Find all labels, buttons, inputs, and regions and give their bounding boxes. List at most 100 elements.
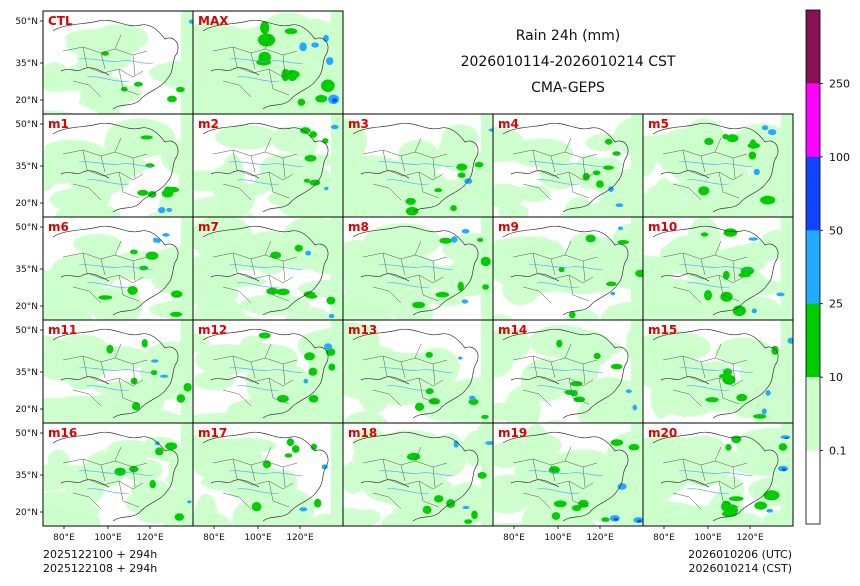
- rain-area-very-heavy: [613, 517, 619, 521]
- panel-label: m2: [198, 117, 219, 131]
- lat-tick-label: 50°N: [15, 326, 38, 336]
- lat-tick-label: 35°N: [15, 368, 38, 378]
- rain-area-moderate: [121, 86, 128, 92]
- rain-area-light: [493, 314, 514, 320]
- rain-area-light: [781, 320, 793, 423]
- rain-area-moderate: [309, 131, 318, 138]
- rain-area-heavy: [324, 186, 329, 191]
- rain-area-moderate: [303, 178, 311, 183]
- colorbar-level-label: 0.1: [829, 445, 847, 458]
- lon-tick-label: 80°E: [53, 533, 75, 543]
- map-panel-m1: m1: [42, 113, 194, 218]
- rain-field: [193, 423, 343, 526]
- rain-area-moderate: [145, 163, 155, 168]
- rain-area-light: [181, 217, 193, 320]
- province-borders: [212, 343, 298, 407]
- rain-field: [193, 114, 343, 217]
- colorbar-bin: [806, 156, 820, 231]
- rain-area-light: [365, 251, 400, 286]
- rain-area-light: [481, 114, 493, 217]
- rain-area-heavy: [160, 374, 169, 378]
- coastline: [652, 225, 779, 316]
- rain-area-moderate: [760, 195, 776, 205]
- coastline: [52, 19, 179, 110]
- panel-label: MAX: [198, 14, 229, 28]
- province-borders: [62, 34, 148, 98]
- rain-area-moderate: [428, 398, 441, 405]
- map-panel-m13: m13: [342, 319, 494, 424]
- rain-area-moderate: [753, 414, 767, 419]
- panel-label: m19: [498, 426, 527, 440]
- rain-area-moderate: [592, 170, 601, 176]
- rain-area-light: [715, 337, 773, 367]
- rain-area-moderate: [155, 447, 164, 456]
- rain-area-moderate: [322, 138, 329, 144]
- rain-area-moderate: [297, 98, 306, 106]
- rain-area-light: [240, 294, 310, 316]
- rain-area-light: [215, 125, 278, 150]
- rain-area-light: [631, 320, 643, 423]
- rain-area-moderate: [183, 383, 192, 392]
- rivers: [378, 264, 454, 288]
- coastline: [352, 328, 479, 419]
- rivers: [378, 470, 454, 494]
- coastline: [352, 225, 479, 316]
- rain-area-light: [481, 320, 493, 423]
- rain-area-light: [343, 197, 389, 217]
- rain-area-moderate: [140, 135, 153, 140]
- rain-area-moderate: [736, 393, 748, 402]
- rain-area-moderate: [457, 281, 464, 292]
- rain-area-heavy: [485, 441, 493, 445]
- panel-label: m1: [48, 117, 69, 131]
- province-borders: [512, 240, 598, 304]
- rain-area-light: [194, 296, 245, 320]
- footer-init-cst: 2025122108 + 294h: [43, 562, 157, 575]
- panel-label: m20: [648, 426, 677, 440]
- rain-area-moderate: [606, 281, 617, 287]
- rain-area-moderate: [726, 134, 739, 143]
- rain-area-light: [206, 205, 242, 217]
- rain-area-moderate: [723, 368, 732, 376]
- rivers: [78, 264, 154, 288]
- rain-area-light: [85, 346, 151, 371]
- colorbar-bin: [806, 10, 820, 84]
- rain-area-moderate: [456, 163, 468, 171]
- coastline: [202, 122, 329, 213]
- rain-area-very-heavy: [784, 437, 789, 439]
- lat-tick-label: 35°N: [15, 162, 38, 172]
- province-borders: [362, 240, 448, 304]
- rivers: [228, 264, 304, 288]
- rain-area-light: [493, 336, 514, 377]
- lon-tick-label: 80°E: [503, 533, 525, 543]
- rain-area-moderate: [412, 301, 425, 309]
- rain-area-moderate: [725, 444, 732, 451]
- panel-label: m12: [198, 323, 227, 337]
- coastline: [52, 328, 179, 419]
- rain-area-light: [481, 217, 493, 320]
- rain-area-moderate: [127, 286, 138, 295]
- rivers: [228, 58, 304, 82]
- rain-area-light: [581, 202, 643, 216]
- chart-title: Rain 24h (mm) 2026010114-2026010214 CST …: [461, 28, 676, 96]
- map-panel-m14: m14: [492, 319, 644, 424]
- province-borders: [512, 446, 598, 510]
- rain-area-moderate: [286, 438, 295, 447]
- rain-area-light: [65, 29, 126, 48]
- rain-area-heavy: [625, 389, 632, 393]
- rain-area-light: [80, 75, 130, 114]
- rain-field: [643, 114, 793, 217]
- rain-area-light: [493, 522, 534, 526]
- rain-area-light: [360, 382, 389, 414]
- rain-area-heavy: [776, 292, 785, 297]
- rivers: [228, 161, 304, 185]
- rain-area-heavy: [326, 57, 334, 66]
- rivers: [78, 470, 154, 494]
- rain-area-moderate: [729, 496, 744, 502]
- lon-tick-label: 100°E: [244, 533, 272, 543]
- rain-area-moderate: [130, 249, 138, 255]
- rain-area-heavy: [608, 186, 614, 192]
- province-borders: [62, 343, 148, 407]
- rivers: [678, 264, 754, 288]
- rain-area-light: [343, 461, 366, 494]
- rain-area-light: [538, 158, 580, 190]
